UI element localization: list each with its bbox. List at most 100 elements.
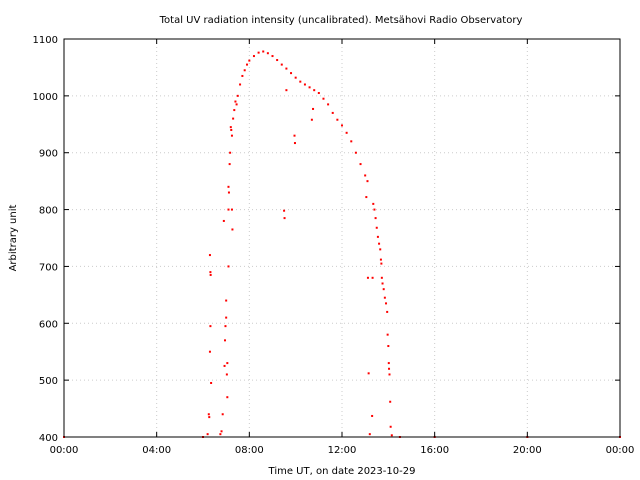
- x-tick-label: 20:00: [513, 445, 542, 456]
- data-point: [359, 163, 362, 166]
- data-point: [227, 265, 230, 268]
- data-point: [271, 55, 274, 58]
- data-point: [234, 100, 237, 103]
- data-point: [235, 103, 238, 106]
- data-point: [209, 271, 212, 274]
- y-tick-label: 900: [39, 149, 58, 160]
- data-point: [376, 235, 379, 238]
- data-point: [266, 52, 269, 55]
- data-point: [381, 282, 384, 285]
- plot-frame: [63, 38, 621, 438]
- data-point: [366, 276, 369, 279]
- data-point: [220, 430, 223, 433]
- data-point: [313, 89, 316, 92]
- data-point: [224, 339, 227, 342]
- data-point: [367, 372, 370, 375]
- data-point: [354, 151, 357, 154]
- data-point: [387, 362, 390, 365]
- data-point: [336, 118, 339, 121]
- data-point: [208, 416, 211, 419]
- data-point: [371, 414, 374, 417]
- data-point: [246, 63, 249, 66]
- data-point: [283, 217, 286, 220]
- data-point: [209, 325, 212, 328]
- data-point: [208, 254, 211, 257]
- data-point: [380, 276, 383, 279]
- data-point: [226, 396, 229, 399]
- data-point: [317, 92, 320, 95]
- data-point: [389, 425, 392, 428]
- y-tick-label: 800: [39, 206, 58, 217]
- data-point: [222, 219, 225, 222]
- y-axis-label: Arbitrary unit: [8, 205, 19, 272]
- data-point: [285, 67, 288, 70]
- data-point: [290, 72, 293, 75]
- data-point: [285, 89, 288, 92]
- y-tick-label: 1000: [33, 92, 58, 103]
- data-point: [230, 208, 233, 211]
- data-point: [385, 302, 388, 305]
- chart-title: Total UV radiation intensity (uncalibrat…: [159, 15, 523, 26]
- data-point: [223, 364, 226, 367]
- data-point: [236, 94, 239, 97]
- data-point: [364, 174, 367, 177]
- x-axis-label: Time UT, on date 2023-10-29: [268, 466, 416, 477]
- data-point: [219, 433, 222, 436]
- data-point: [327, 103, 330, 106]
- data-point: [375, 226, 378, 229]
- data-point: [389, 400, 392, 403]
- data-point: [206, 433, 209, 436]
- data-point: [225, 316, 228, 319]
- data-point: [331, 111, 334, 114]
- data-point: [368, 433, 371, 436]
- x-tick-label: 08:00: [235, 445, 264, 456]
- data-point: [207, 413, 210, 416]
- data-point: [209, 273, 212, 276]
- data-point: [210, 381, 213, 384]
- x-axis: 00:00 04:00 08:00 12:00 16:00 20:00 00:00: [50, 39, 635, 456]
- y-tick-label: 500: [39, 376, 58, 387]
- data-point: [248, 59, 251, 62]
- data-point: [241, 74, 244, 77]
- data-point: [228, 163, 231, 166]
- data-point: [293, 142, 296, 145]
- data-point: [224, 325, 227, 328]
- x-tick-label: 00:00: [50, 445, 79, 456]
- data-point: [345, 131, 348, 134]
- data-point: [371, 276, 374, 279]
- x-tick-label: 12:00: [328, 445, 357, 456]
- y-axis: 400 500 600 700 800 900 1000 1100: [33, 35, 620, 444]
- data-point: [231, 228, 234, 231]
- data-point: [226, 362, 229, 365]
- data-point: [379, 248, 382, 251]
- data-point: [383, 296, 386, 299]
- y-tick-label: 400: [39, 433, 58, 444]
- data-point: [312, 107, 315, 110]
- data-point: [322, 97, 325, 100]
- y-tick-label: 700: [39, 262, 58, 273]
- data-point: [299, 80, 302, 83]
- y-tick-label: 1100: [33, 35, 58, 46]
- data-point: [229, 126, 232, 129]
- data-point: [388, 373, 391, 376]
- y-tick-label: 600: [39, 319, 58, 330]
- data-point: [366, 180, 369, 183]
- x-tick-label: 00:00: [606, 445, 635, 456]
- data-point: [230, 128, 233, 131]
- data-point: [388, 367, 391, 370]
- data-point: [373, 208, 376, 211]
- data-point: [386, 310, 389, 313]
- data-point: [221, 413, 224, 416]
- x-tick-label: 16:00: [420, 445, 449, 456]
- grid-lines: [64, 39, 620, 437]
- data-point: [227, 208, 230, 211]
- data-point: [294, 76, 297, 79]
- data-point: [293, 134, 296, 137]
- data-point: [379, 258, 382, 261]
- data-point: [230, 134, 233, 137]
- data-point: [303, 83, 306, 86]
- data-point: [257, 51, 260, 54]
- data-point: [227, 191, 230, 194]
- data-point: [372, 202, 375, 205]
